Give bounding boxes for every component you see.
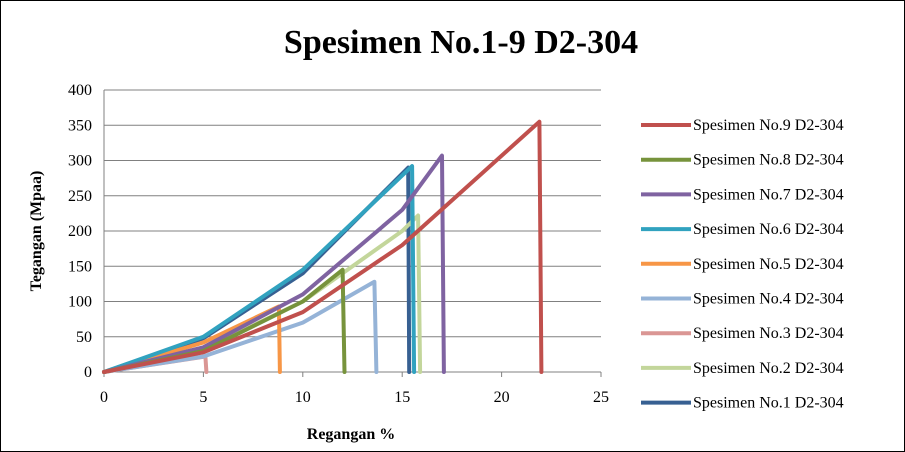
series-line-1: [102, 119, 544, 374]
legend-label: Spesimen No.4 D2-304: [693, 291, 844, 308]
x-tick-label: 25: [593, 389, 609, 406]
plot-area: [102, 119, 544, 374]
legend-label: Spesimen No.8 D2-304: [693, 152, 844, 169]
y-tick-label: 300: [68, 153, 92, 170]
series-line-3: [102, 153, 446, 374]
legend-label: Spesimen No.6 D2-304: [693, 221, 844, 238]
y-tick-label: 400: [68, 82, 92, 99]
x-tick-label: 10: [295, 389, 311, 406]
y-tick-label: 350: [68, 117, 92, 134]
legend-label: Spesimen No.3 D2-304: [693, 325, 844, 342]
y-tick-label: 50: [76, 329, 92, 346]
chart-title: Spesimen No.1-9 D2-304: [284, 24, 638, 61]
y-tick-label: 150: [68, 258, 92, 275]
legend-label: Spesimen No.7 D2-304: [693, 186, 844, 203]
x-axis-title: Regangan %: [307, 426, 395, 443]
legend-label: Spesimen No.5 D2-304: [693, 256, 844, 273]
x-tick-label: 0: [100, 389, 108, 406]
legend-label: Spesimen No.9 D2-304: [693, 117, 844, 134]
y-axis-title: Tegangan (Mpaa): [28, 171, 45, 292]
legend: Spesimen No.9 D2-304 Spesimen No.8 D2-304…: [641, 117, 844, 412]
x-tick-label: 15: [394, 389, 410, 406]
x-tick-label: 20: [494, 389, 510, 406]
legend-label: Spesimen No.2 D2-304: [693, 360, 844, 377]
axes: 0 50 100 150 200 250 300 350 400 0 5 10 15 20 25: [68, 82, 609, 406]
y-tick-label: 0: [84, 364, 92, 381]
y-tick-label: 250: [68, 188, 92, 205]
series-line-6: [102, 279, 379, 374]
y-tick-label: 200: [68, 223, 92, 240]
series-line-5: [102, 304, 282, 374]
y-tick-label: 100: [68, 294, 92, 311]
legend-label: Spesimen No.1 D2-304: [693, 395, 844, 412]
x-tick-label: 5: [199, 389, 207, 406]
grid-lines: [104, 89, 601, 338]
